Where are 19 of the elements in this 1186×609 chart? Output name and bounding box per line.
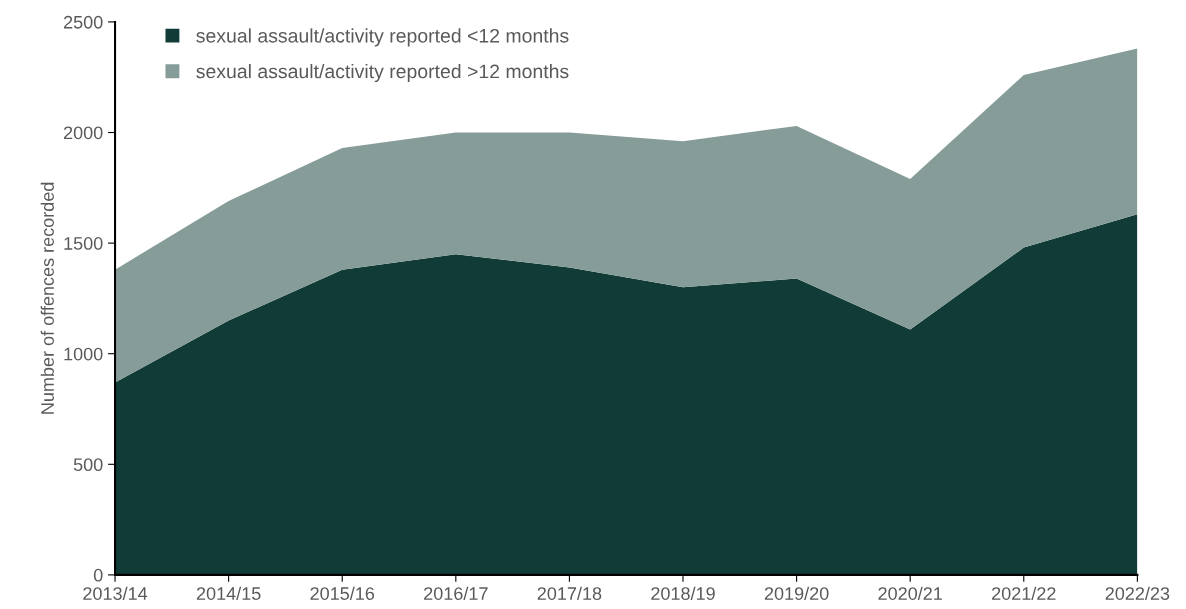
x-tick-label: 2020/21 [878,586,942,600]
y-tick-label: 2500 [63,15,103,29]
y-tick-label: 0 [93,568,103,582]
x-tick-label: 2016/17 [424,586,488,600]
x-tick-label: 2017/18 [537,586,602,600]
x-tick-label: 2021/22 [992,586,1056,600]
x-tick-label: 2013/14 [83,586,148,600]
y-tick-label: 1000 [64,347,103,361]
x-tick-label: 2019/20 [764,586,829,600]
x-tick-label: 2015/16 [310,586,375,600]
y-axis-title: Number of offences recorded [40,182,54,414]
y-tick-label: 500 [73,458,103,472]
legend-label: sexual assault/activity reported >12 months [196,63,569,83]
x-tick-label: 2018/19 [651,586,715,600]
legend-label: sexual assault/activity reported <12 months [196,28,569,47]
y-tick-label: 1500 [64,237,103,250]
x-tick-label: 2022/23 [1105,586,1170,600]
y-tick-label: 2000 [63,126,103,140]
x-tick-label: 2014/15 [196,586,261,600]
